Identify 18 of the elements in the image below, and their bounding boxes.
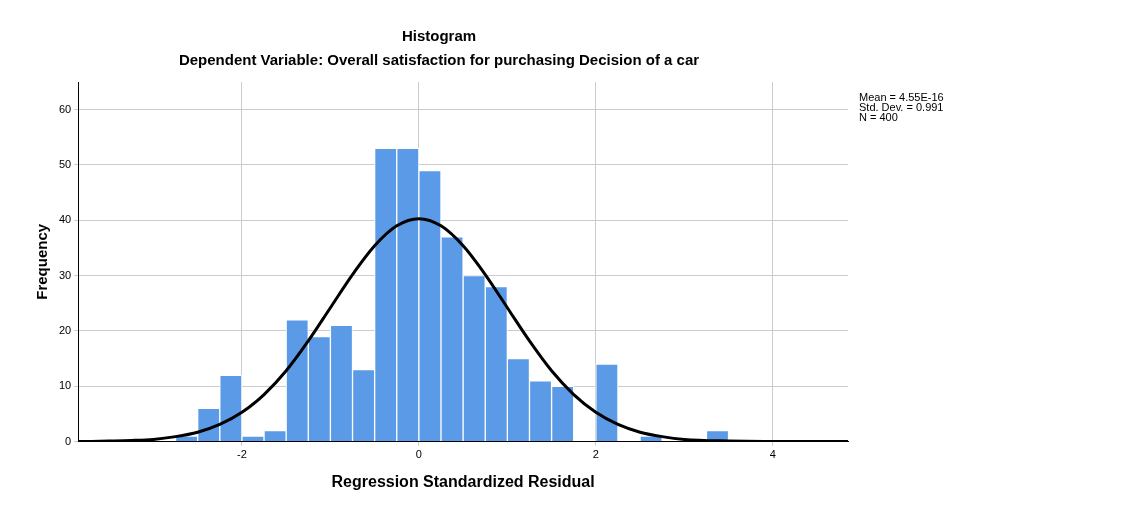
text: Mean = 4.55E-16	[859, 90, 944, 103]
chart-title: Histogram	[401, 27, 477, 45]
text: Std. Dev. = 0.991	[859, 100, 944, 113]
chart-subtitle: Dependent Variable: Overall satisfaction for purchasing Decision of a car	[178, 51, 700, 69]
y-axis-title: Frequency	[33, 223, 51, 300]
y-tick-label: 30	[58, 268, 72, 281]
y-tick-label: 40	[58, 213, 72, 226]
y-tick-label: 20	[58, 323, 72, 336]
x-tick-label: 0	[415, 448, 422, 461]
x-tick-label: 4	[769, 448, 776, 461]
y-tick-label: 50	[58, 158, 72, 171]
y-tick-label: 0	[65, 434, 72, 447]
y-tick-label: 10	[58, 379, 72, 392]
x-tick-label: -2	[237, 448, 247, 461]
y-tick-label: 60	[58, 102, 72, 115]
text: N = 400	[859, 110, 898, 123]
x-tick-label: 2	[592, 448, 599, 461]
x-axis-title: Regression Standardized Residual	[331, 472, 595, 490]
